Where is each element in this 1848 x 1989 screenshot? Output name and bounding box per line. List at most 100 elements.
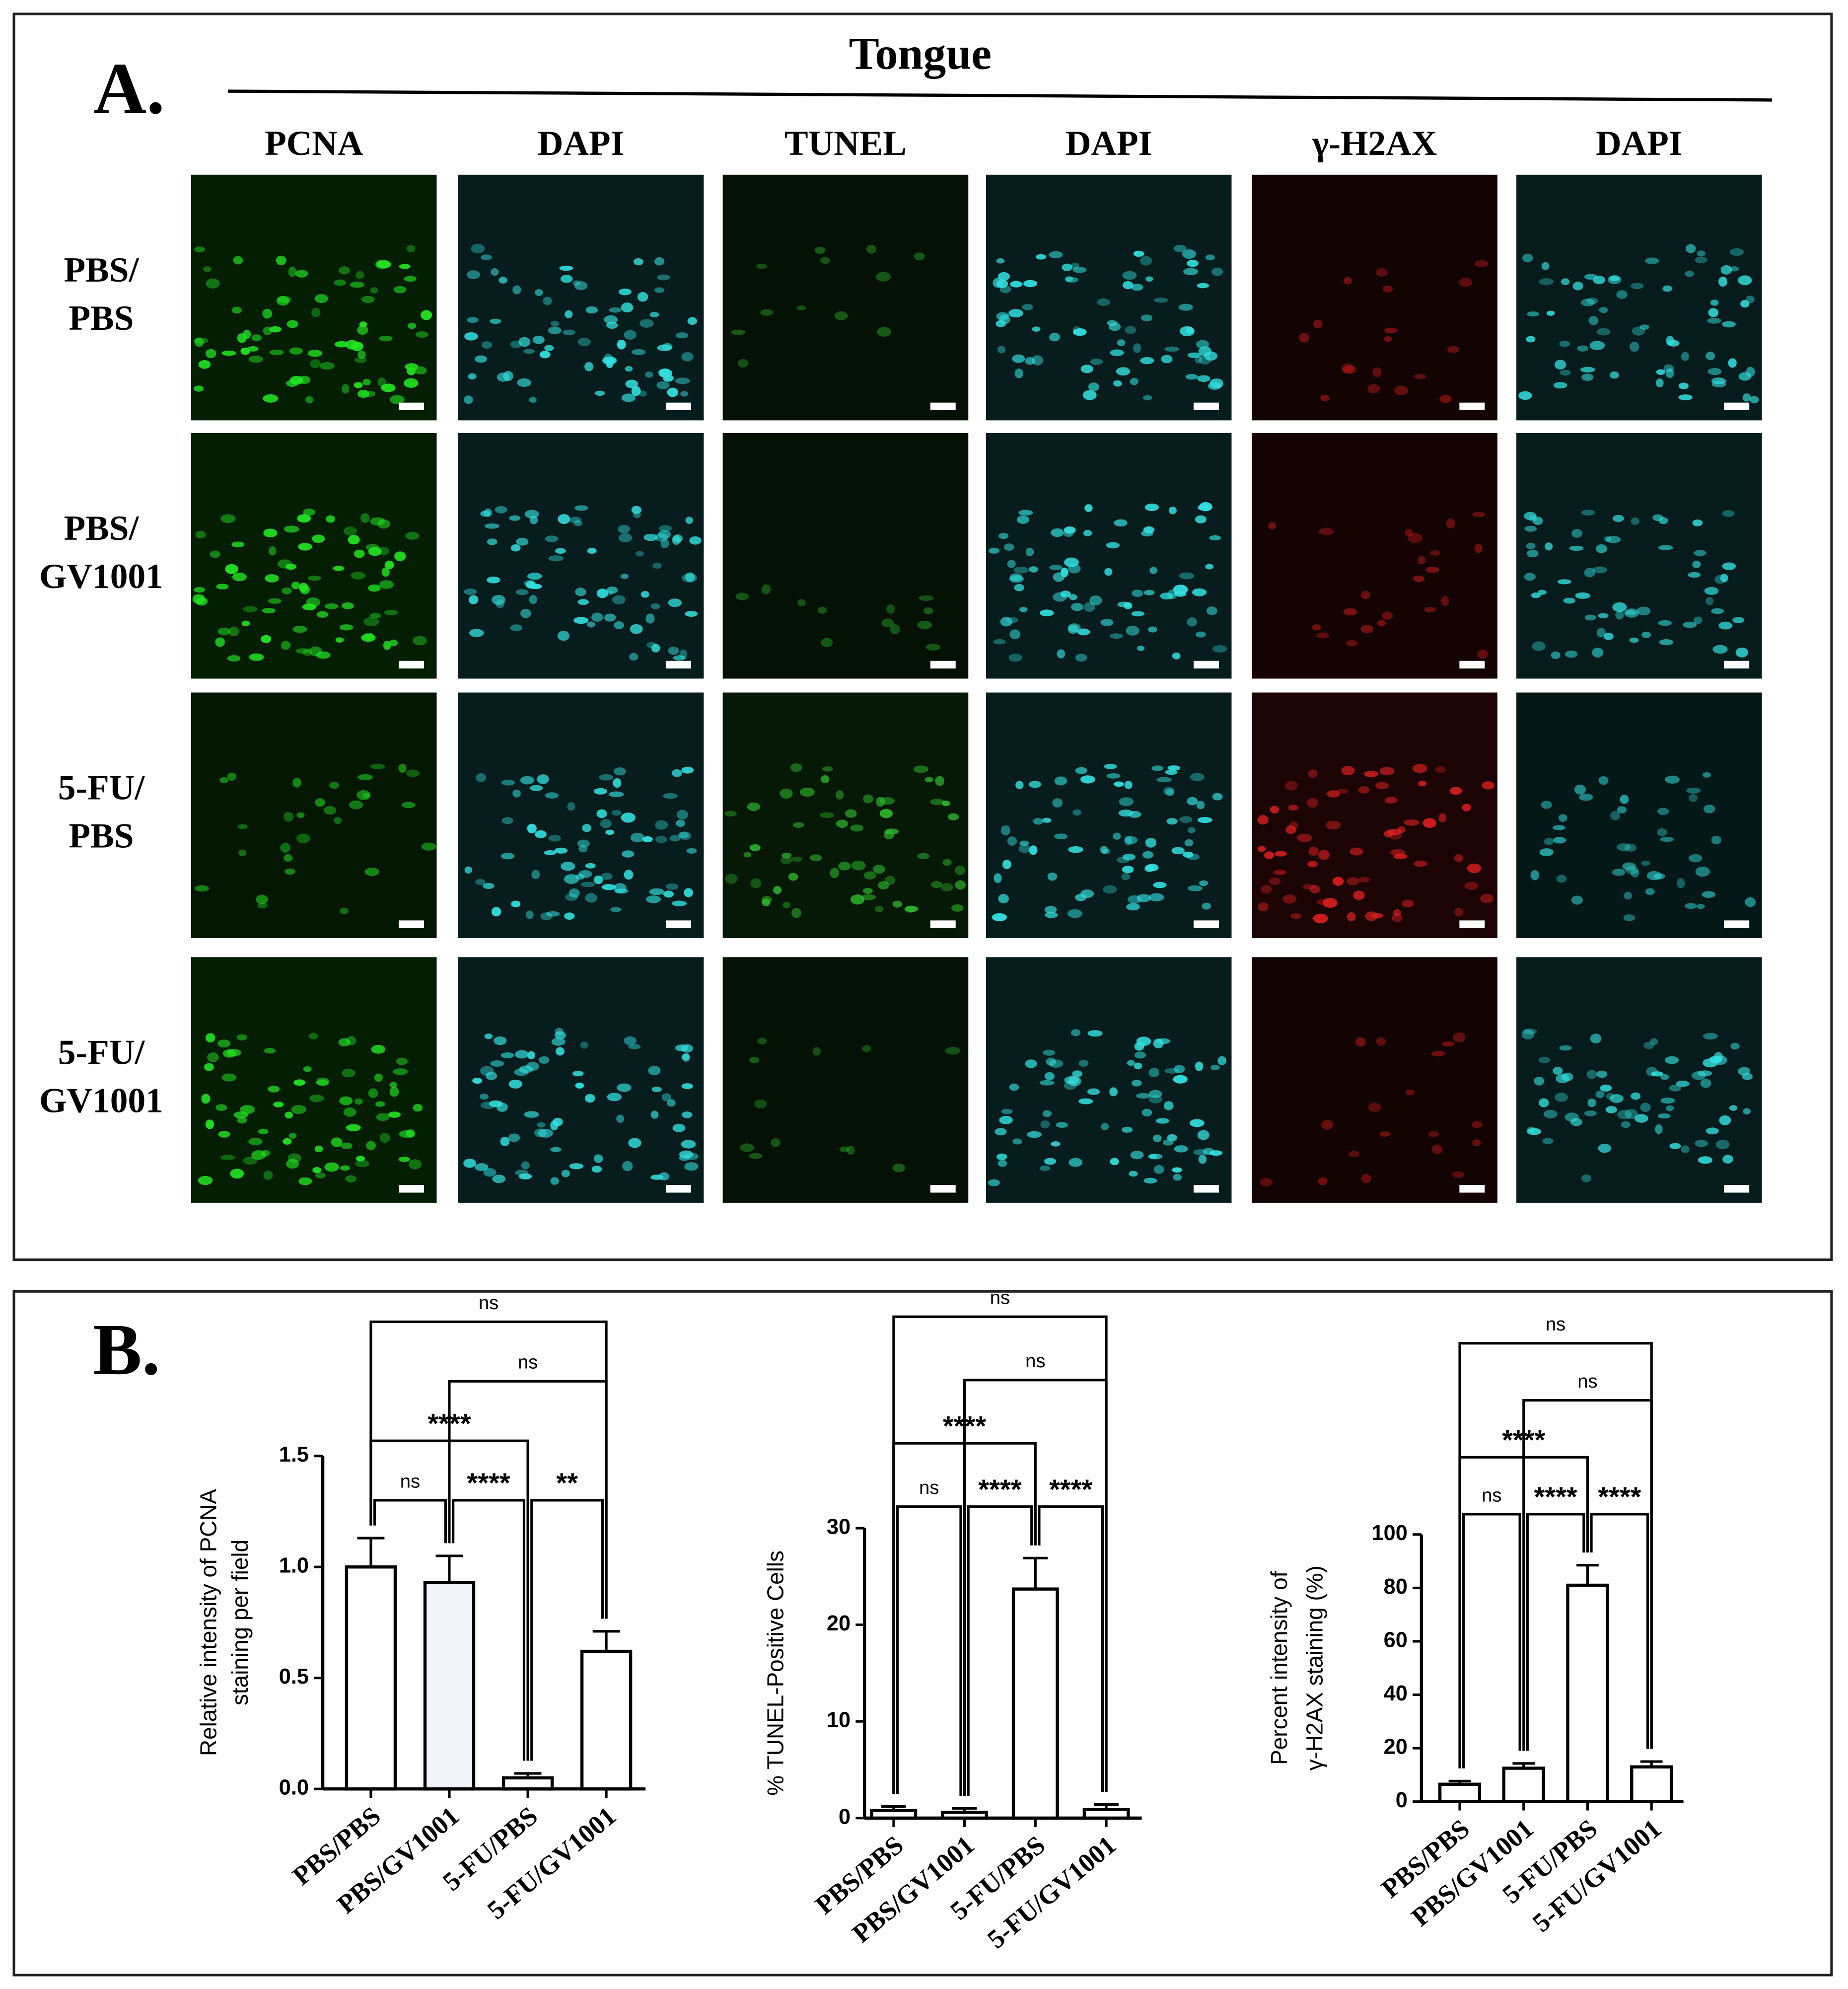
nucleus <box>369 613 381 619</box>
nucleus <box>998 893 1009 903</box>
nucleus <box>1064 1076 1079 1085</box>
significance-label: ns <box>990 1287 1010 1309</box>
nucleus <box>1729 248 1744 256</box>
nucleus <box>227 772 237 781</box>
nucleus <box>414 366 427 374</box>
nucleus <box>892 900 902 908</box>
nucleus <box>989 548 1000 554</box>
nucleus <box>595 390 605 396</box>
nucleus <box>762 898 771 907</box>
nucleus <box>265 574 279 583</box>
nucleus <box>467 270 480 280</box>
nucleus <box>1196 631 1206 638</box>
nucleus <box>780 788 793 799</box>
nucleus <box>298 1177 312 1185</box>
title-rule <box>227 89 1773 102</box>
micrograph-tint <box>458 957 704 1203</box>
nucleus <box>1343 277 1352 285</box>
nucleus <box>396 1057 408 1065</box>
nucleus <box>464 866 473 874</box>
nucleus <box>1722 321 1736 328</box>
nucleus <box>1137 646 1145 651</box>
nucleus <box>495 506 507 514</box>
nucleus <box>309 646 322 657</box>
nucleus <box>1631 1092 1641 1100</box>
nucleus <box>291 582 300 589</box>
nucleus <box>520 608 531 618</box>
nucleus <box>1545 542 1553 551</box>
error-bar <box>881 1805 906 1811</box>
nucleus <box>381 567 390 577</box>
micrograph-tint <box>191 174 437 421</box>
nucleus <box>1454 854 1464 862</box>
significance-label: ns <box>1546 1314 1565 1335</box>
nucleus <box>1382 611 1393 620</box>
nucleus <box>942 859 952 866</box>
nucleus <box>1308 769 1318 778</box>
nucleus <box>660 368 670 376</box>
bar <box>1566 1583 1609 1803</box>
significance-label: ns <box>1025 1350 1045 1372</box>
nucleus <box>614 883 627 893</box>
nucleus <box>225 564 238 575</box>
nucleus <box>996 279 1008 289</box>
nucleus <box>675 1044 689 1051</box>
nucleus <box>363 617 379 627</box>
y-tick-label: 1.5 <box>279 1443 309 1467</box>
nucleus <box>557 631 570 641</box>
nucleus <box>510 341 522 348</box>
nucleus <box>524 510 539 518</box>
nucleus <box>1544 837 1554 845</box>
nucleus <box>612 595 626 604</box>
nucleus <box>945 1046 961 1055</box>
nucleus <box>1472 512 1486 517</box>
nucleus <box>1631 283 1644 290</box>
nucleus <box>1590 1033 1602 1044</box>
nucleus <box>355 1098 363 1105</box>
nucleus <box>1183 268 1199 276</box>
nucleus <box>1268 522 1277 529</box>
nucleus <box>996 1153 1007 1161</box>
nucleus <box>509 515 521 521</box>
nucleus <box>243 1157 258 1165</box>
nucleus <box>548 326 562 334</box>
micrograph <box>191 433 437 679</box>
scale-bar <box>1724 402 1750 410</box>
nucleus <box>561 862 575 871</box>
nucleus <box>1655 1124 1663 1134</box>
nucleus <box>1318 850 1330 860</box>
nucleus <box>611 810 622 816</box>
nucleus <box>398 1157 410 1162</box>
nucleus <box>884 828 899 835</box>
nucleus <box>681 1083 693 1089</box>
nucleus <box>890 624 900 635</box>
nucleus <box>1475 260 1489 268</box>
nucleus <box>220 1155 235 1160</box>
nucleus <box>238 849 246 857</box>
nucleus <box>1156 1038 1171 1044</box>
nucleus <box>1387 828 1402 835</box>
nucleus <box>539 1056 550 1064</box>
nucleus <box>195 530 206 539</box>
nucleus <box>565 310 573 318</box>
nucleus <box>1707 317 1721 324</box>
nucleus <box>523 349 535 354</box>
scale-bar <box>1724 661 1750 669</box>
nucleus <box>1625 1108 1638 1119</box>
nucleus <box>406 1129 415 1138</box>
nucleus <box>1561 278 1570 286</box>
nucleus <box>1361 590 1370 599</box>
nucleus <box>821 638 833 648</box>
scale-bar <box>665 402 691 410</box>
nucleus <box>1264 851 1275 859</box>
nucleus <box>1290 913 1302 919</box>
nucleus <box>1163 787 1175 796</box>
nucleus <box>1313 319 1323 329</box>
nucleus <box>508 1079 522 1089</box>
y-axis-label: γ-H2AX staining (%) <box>1301 1565 1327 1770</box>
nucleus <box>1581 373 1594 381</box>
nucleus <box>492 1175 506 1183</box>
y-tick-label: 10 <box>827 1708 851 1732</box>
nucleus <box>1402 899 1414 907</box>
nucleus <box>256 894 268 904</box>
